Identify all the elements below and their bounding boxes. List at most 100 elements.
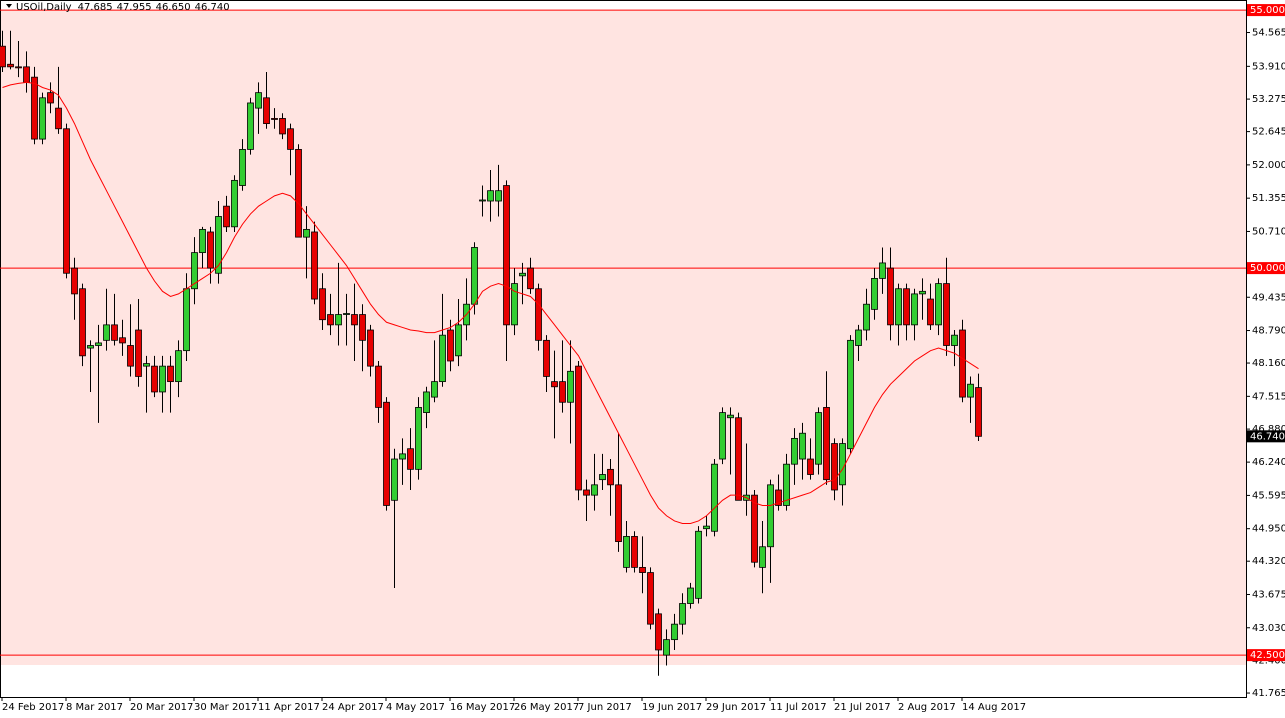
y-tick-label: 52.645 <box>1252 127 1285 138</box>
close-text: 46.740 <box>195 2 230 13</box>
candle-body <box>487 190 494 202</box>
candle-body <box>855 329 862 346</box>
candle-body <box>327 314 334 326</box>
level-label: 42.500 <box>1250 650 1285 661</box>
candle-body <box>639 566 646 573</box>
candle-body <box>767 484 774 548</box>
candle-body <box>815 412 822 465</box>
marks-layer <box>0 9 1246 676</box>
candle-body <box>607 468 614 486</box>
candle-body <box>335 314 342 326</box>
candle-body <box>431 381 438 398</box>
candle-body <box>111 324 118 341</box>
y-tick-label: 50.710 <box>1252 226 1285 237</box>
symbol: USOil,Daily <box>16 2 72 13</box>
candle-body <box>383 401 390 506</box>
candle-body <box>311 231 318 300</box>
level-label-box <box>1247 262 1285 275</box>
candle-body <box>871 278 878 310</box>
candle-body <box>279 118 286 135</box>
candle-body <box>527 267 534 290</box>
candle-body <box>895 288 902 326</box>
candle-body <box>783 463 790 506</box>
candle-body <box>255 92 262 109</box>
candle-body <box>975 387 982 437</box>
candle-body <box>623 536 630 568</box>
candle-body <box>191 252 198 290</box>
candle-body <box>135 329 142 377</box>
y-tick-label: 52.000 <box>1252 160 1285 171</box>
candle-body <box>199 228 206 254</box>
y-tick-label: 49.435 <box>1252 292 1285 303</box>
x-tick-label: 21 Jul 2017 <box>834 702 891 713</box>
candle-body <box>495 190 502 202</box>
candle-body <box>319 288 326 321</box>
candle-body <box>55 107 62 130</box>
candle-body <box>79 288 86 357</box>
y-tick-label: 44.950 <box>1252 524 1285 535</box>
candle-body <box>599 474 606 481</box>
candle-body <box>367 329 374 367</box>
y-tick-label: 48.160 <box>1252 358 1285 369</box>
y-tick-label: 53.275 <box>1252 94 1285 105</box>
candle-body <box>935 283 942 326</box>
y-tick-label: 44.320 <box>1252 556 1285 567</box>
candle-body <box>759 546 766 568</box>
candle-body <box>927 298 934 326</box>
candle-body <box>647 572 654 625</box>
chart-title: USOil,Daily 47.685 47.955 46.650 46.740 <box>16 2 230 13</box>
candle-body <box>23 66 30 83</box>
candle-body <box>0 45 6 68</box>
plot-border <box>0 0 1247 698</box>
candle-body <box>903 288 910 326</box>
candle-body <box>143 363 150 367</box>
x-tick-label: 2 Aug 2017 <box>898 702 956 713</box>
y-tick-label: 54.565 <box>1252 28 1285 39</box>
candle-body <box>95 342 102 346</box>
x-tick-label: 16 May 2017 <box>450 702 515 713</box>
candle-body <box>567 370 574 403</box>
candle-body <box>167 365 174 383</box>
candle-body <box>831 443 838 491</box>
y-tick-label: 41.765 <box>1252 688 1285 699</box>
candle-body <box>399 453 406 460</box>
candle-body <box>471 247 478 305</box>
level-label-box <box>1247 4 1285 17</box>
open-text: 47.685 <box>78 2 113 13</box>
candle-body <box>799 432 806 460</box>
candle-body <box>863 303 870 331</box>
candle-body <box>103 324 110 341</box>
axis-layer: 54.565 53.910 53.275 52.645 52.000 51.355 50.7… <box>1 28 1285 713</box>
price-label: 46.740 <box>1250 431 1285 442</box>
candle-body <box>735 417 742 501</box>
candle-body <box>375 365 382 408</box>
x-tick-label: 4 May 2017 <box>386 702 445 713</box>
candle-body <box>247 102 254 150</box>
candle-body <box>271 118 278 120</box>
candle-body <box>575 365 582 491</box>
candle-body <box>503 185 510 326</box>
candle-body <box>295 149 302 238</box>
candle-body <box>15 66 22 69</box>
candle-body <box>775 489 782 506</box>
candle-body <box>351 314 358 326</box>
candle-body <box>407 448 414 470</box>
candle-body <box>479 199 486 202</box>
candle-body <box>631 536 638 568</box>
candle-body <box>47 92 54 104</box>
y-tick-label: 46.240 <box>1252 457 1285 468</box>
label-layer: 55.000 50.000 42.500 46.740 <box>1247 4 1285 662</box>
candle-body <box>343 313 350 315</box>
candle-body <box>583 489 590 496</box>
x-tick-label: 19 Jun 2017 <box>642 702 702 713</box>
candle-body <box>695 530 702 599</box>
y-tick-label: 43.030 <box>1252 623 1285 634</box>
candle-body <box>71 267 78 295</box>
title-icon <box>6 4 12 8</box>
candle-body <box>455 324 462 357</box>
candle-body <box>359 314 366 341</box>
price-label-box <box>1247 430 1285 443</box>
x-tick-label: 30 Mar 2017 <box>194 702 257 713</box>
